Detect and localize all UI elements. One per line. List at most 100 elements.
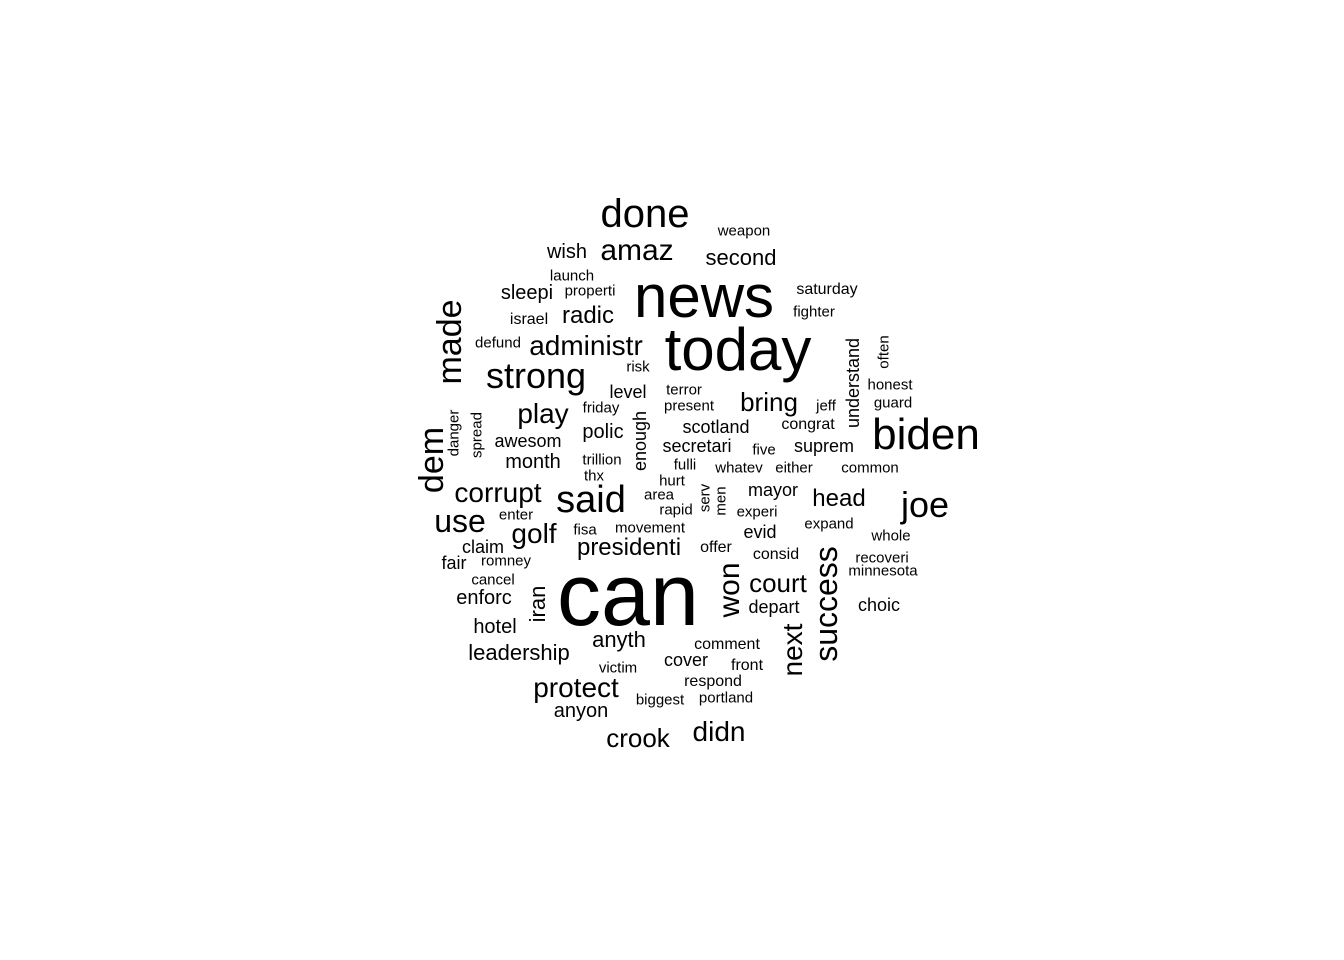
word-launch: launch — [549, 267, 595, 285]
word-radic: radic — [561, 302, 615, 329]
word-whole: whole — [871, 527, 911, 545]
word-strong: strong — [485, 355, 587, 396]
word-honest: honest — [867, 376, 913, 394]
word-sleepi: sleepi — [500, 282, 554, 304]
word-often: often — [875, 335, 893, 369]
word-news: news — [633, 263, 775, 330]
word-movement: movement — [614, 519, 686, 537]
word-enough: enough — [630, 410, 650, 472]
word-israel: israel — [509, 311, 549, 328]
word-cancel: cancel — [471, 571, 515, 589]
word-secretari: secretari — [662, 436, 732, 456]
word-romney: romney — [480, 552, 532, 570]
word-fulli: fulli — [673, 456, 697, 474]
word-didn: didn — [692, 716, 746, 747]
word-next: next — [777, 623, 808, 677]
word-choic: choic — [857, 595, 901, 615]
word-congrat: congrat — [781, 416, 835, 433]
word-said: said — [556, 479, 626, 521]
word-risk: risk — [626, 358, 650, 376]
word-recoveri: recoveri — [855, 549, 909, 567]
word-corrupt: corrupt — [454, 477, 542, 508]
word-bring: bring — [740, 387, 798, 417]
word-minnesota: minnesota — [848, 562, 918, 580]
word-scotland: scotland — [682, 417, 750, 437]
word-amaz: amaz — [600, 234, 674, 267]
word-fair: fair — [441, 553, 467, 573]
word-expand: expand — [804, 515, 854, 533]
word-use: use — [434, 503, 486, 539]
word-hotel: hotel — [473, 616, 517, 638]
word-either: either — [775, 459, 813, 477]
word-consid: consid — [752, 546, 800, 563]
word-experi: experi — [736, 503, 778, 521]
word-area: area — [643, 486, 675, 504]
word-can: can — [557, 545, 699, 644]
word-front: front — [730, 657, 764, 674]
word-present: present — [663, 397, 715, 415]
word-administr: administr — [529, 330, 643, 361]
word-five: five — [752, 441, 776, 459]
word-wish: wish — [546, 241, 588, 263]
word-terror: terror — [666, 381, 702, 399]
word-level: level — [609, 382, 647, 402]
word-spread: spread — [468, 412, 486, 458]
word-crook: crook — [606, 723, 670, 753]
word-understand: understand — [843, 337, 863, 429]
word-golf: golf — [511, 518, 557, 549]
word-victim: victim — [598, 659, 638, 677]
word-won: won — [713, 562, 746, 618]
word-cover: cover — [663, 650, 709, 670]
word-dem: dem — [413, 426, 451, 494]
word-joe: joe — [900, 484, 950, 525]
word-respond: respond — [684, 673, 742, 690]
word-court: court — [749, 568, 807, 598]
word-hurt: hurt — [659, 472, 685, 490]
word-biden: biden — [872, 410, 980, 459]
word-depart: depart — [748, 597, 800, 617]
word-second: second — [705, 245, 777, 270]
word-enter: enter — [498, 506, 534, 524]
word-fighter: fighter — [793, 303, 835, 321]
word-comment: comment — [694, 636, 760, 653]
word-weapon: weapon — [717, 222, 771, 240]
word-friday: friday — [582, 399, 620, 417]
word-rapid: rapid — [659, 501, 693, 519]
word-serv: serv — [696, 483, 714, 513]
word-anyth: anyth — [592, 627, 646, 652]
word-whatev: whatev — [715, 459, 763, 477]
word-portland: portland — [698, 689, 754, 707]
word-awesom: awesom — [494, 431, 562, 451]
word-defund: defund — [475, 334, 521, 352]
word-today: today — [664, 316, 812, 383]
word-jeff: jeff — [816, 397, 836, 415]
word-head: head — [812, 485, 866, 512]
word-mayor: mayor — [747, 480, 799, 500]
word-done: done — [600, 192, 690, 236]
word-danger: danger — [445, 409, 463, 457]
word-saturday: saturday — [796, 281, 858, 298]
word-leadership: leadership — [468, 640, 570, 665]
word-suprem: suprem — [793, 436, 855, 456]
word-men: men — [712, 486, 730, 516]
word-success: success — [808, 546, 844, 662]
word-guard: guard — [873, 394, 913, 412]
word-fisa: fisa — [573, 521, 597, 539]
word-claim: claim — [461, 537, 505, 557]
word-properti: properti — [564, 282, 616, 300]
word-thx: thx — [583, 467, 605, 485]
word-offer: offer — [700, 539, 732, 556]
word-protect: protect — [533, 672, 619, 703]
word-polic: polic — [582, 421, 624, 443]
word-anyon: anyon — [553, 700, 609, 722]
word-common: common — [841, 459, 899, 477]
word-iran: iran — [525, 585, 550, 623]
word-month: month — [505, 451, 561, 473]
word-play: play — [517, 398, 569, 429]
word-trillion: trillion — [582, 451, 622, 469]
word-made: made — [431, 299, 469, 385]
word-evid: evid — [743, 522, 777, 542]
word-biggest: biggest — [635, 691, 685, 709]
word-presidenti: presidenti — [576, 534, 682, 561]
